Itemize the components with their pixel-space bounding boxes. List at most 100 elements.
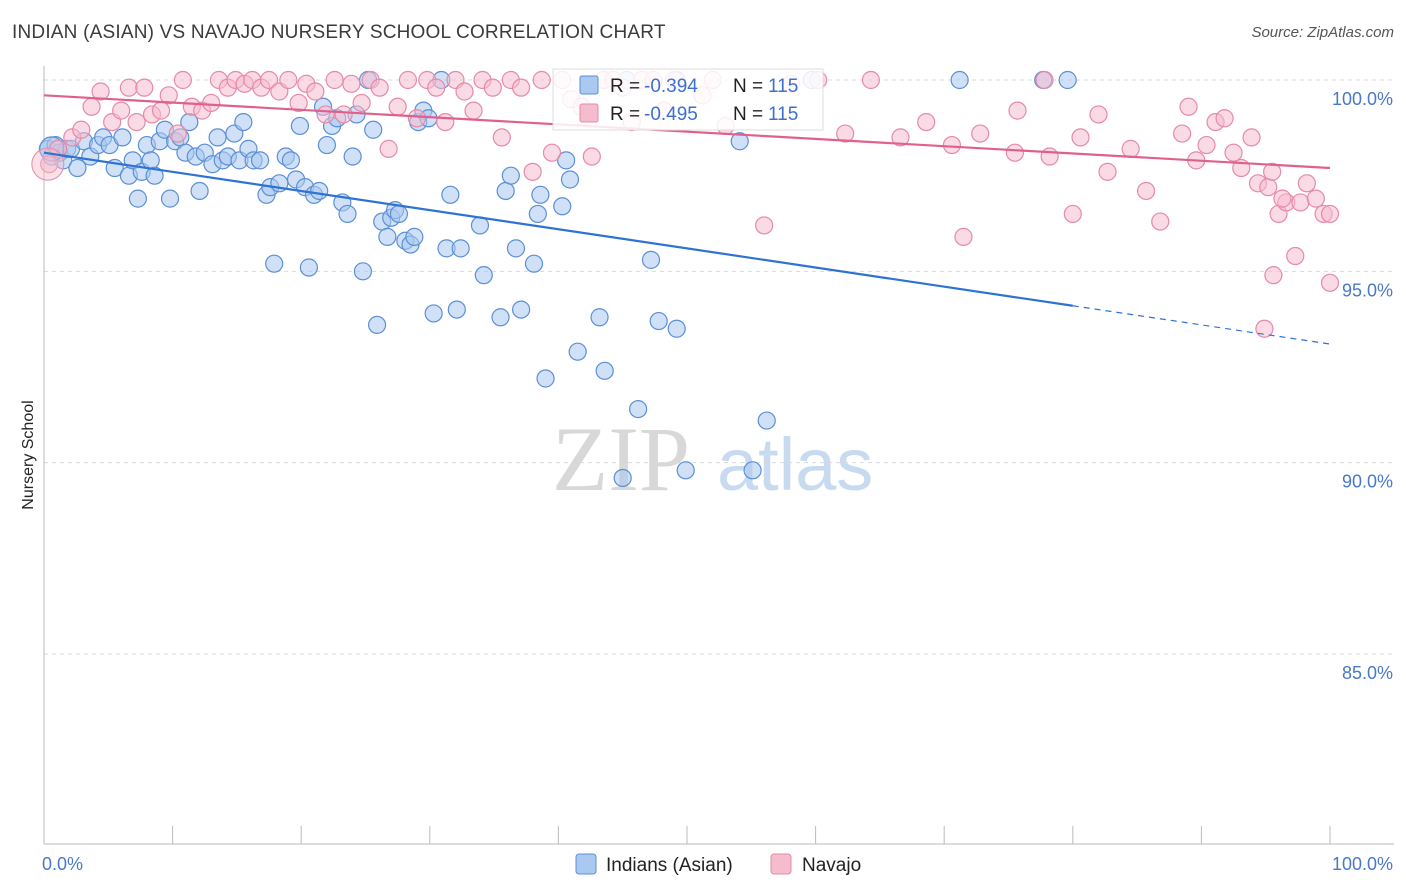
point-navajo: [1089, 105, 1108, 124]
point-indians-asian: [528, 204, 547, 224]
point-indians-asian: [553, 197, 572, 216]
point-indians-asian: [338, 204, 357, 224]
point-indians-asian: [447, 300, 466, 319]
point-indians-asian: [676, 461, 695, 480]
point-navajo: [891, 128, 910, 147]
point-indians-asian: [113, 128, 132, 147]
legend-r-label-2: R =: [610, 104, 640, 125]
point-navajo: [455, 82, 474, 101]
point-indians-asian: [441, 185, 460, 204]
point-indians-asian: [667, 319, 686, 338]
legend-label-indians-asian: Indians (Asian): [606, 855, 733, 876]
x-tick-max: 100.0%: [1332, 854, 1393, 874]
point-indians-asian: [491, 308, 510, 327]
point-navajo: [1320, 204, 1340, 224]
point-navajo: [1297, 174, 1316, 193]
legend-r-value-2: -0.495: [644, 104, 698, 125]
legend-n-value-1: 115: [768, 76, 798, 97]
point-indians-asian: [68, 158, 87, 178]
trend-line-indians-asian-extrapolated: [1072, 305, 1331, 345]
point-indians-asian: [512, 300, 531, 319]
point-navajo: [370, 78, 389, 97]
legend-r-label-1: R =: [610, 76, 640, 97]
legend-swatch-indians-asian: [575, 853, 597, 875]
watermark-atlas: atlas: [717, 423, 873, 506]
point-indians-asian: [557, 151, 576, 170]
point-indians-asian: [160, 189, 180, 208]
point-indians-asian: [145, 166, 164, 185]
point-navajo-cluster: [31, 147, 65, 181]
point-navajo: [755, 216, 774, 235]
point-navajo: [91, 82, 110, 101]
point-indians-asian: [234, 112, 253, 132]
point-navajo: [1255, 319, 1274, 338]
point-indians-asian: [757, 411, 776, 430]
axes: [43, 66, 1394, 845]
legend-n-value-2: 115: [768, 104, 798, 125]
trend-line-indians-asian: [43, 151, 1073, 307]
point-navajo: [1035, 70, 1054, 90]
source-label: Source: ZipAtlas.com: [1251, 24, 1394, 41]
point-indians-asian: [568, 342, 587, 361]
point-navajo: [334, 105, 353, 124]
point-indians-asian: [730, 132, 749, 151]
point-navajo: [1005, 143, 1025, 162]
y-tick-label: 85.0%: [1342, 663, 1393, 683]
point-navajo: [436, 112, 455, 132]
point-indians-asian: [299, 258, 319, 277]
watermark-zip: ZIP: [552, 408, 690, 510]
point-indians-asian: [531, 185, 550, 204]
y-tick-label: 100.0%: [1332, 89, 1393, 109]
legend-n-label-2: N =: [733, 104, 763, 125]
point-indians-asian: [536, 369, 555, 388]
point-navajo: [1286, 246, 1305, 266]
point-indians-asian: [405, 227, 424, 246]
point-navajo: [861, 70, 880, 90]
point-navajo: [306, 82, 325, 101]
point-indians-asian: [629, 399, 648, 419]
point-navajo: [582, 147, 601, 166]
point-navajo: [1071, 128, 1090, 147]
point-navajo: [512, 78, 531, 97]
y-tick-label: 95.0%: [1342, 280, 1393, 300]
point-navajo: [112, 101, 131, 120]
point-navajo: [1242, 128, 1261, 147]
point-indians-asian: [1058, 70, 1077, 90]
point-navajo: [72, 120, 91, 139]
point-navajo: [40, 155, 59, 174]
point-navajo: [1151, 212, 1170, 231]
point-indians-asian: [613, 468, 632, 488]
point-indians-asian: [367, 315, 387, 335]
point-navajo: [917, 112, 936, 132]
legend-n-label-1: N =: [733, 76, 763, 97]
point-navajo: [135, 78, 154, 97]
point-indians-asian: [560, 170, 580, 189]
point-navajo: [1224, 143, 1243, 162]
point-navajo: [316, 105, 335, 124]
point-navajo: [1008, 101, 1027, 120]
trend-line-navajo: [43, 94, 1331, 170]
point-indians-asian: [378, 227, 397, 246]
point-navajo: [1215, 109, 1234, 128]
point-navajo: [427, 78, 446, 97]
point-indians-asian: [128, 189, 147, 208]
point-navajo: [1263, 162, 1282, 181]
point-indians-asian: [496, 181, 515, 201]
point-navajo: [1173, 124, 1192, 143]
point-indians-asian: [290, 116, 310, 136]
point-indians-asian: [317, 135, 337, 155]
point-navajo: [1320, 273, 1340, 292]
point-navajo: [173, 70, 192, 90]
point-indians-asian: [506, 239, 526, 258]
point-navajo: [325, 70, 344, 90]
point-indians-asian: [590, 308, 609, 327]
point-navajo: [1306, 189, 1325, 208]
point-indians-asian: [281, 151, 301, 170]
point-navajo: [1137, 181, 1156, 201]
point-indians-asian: [343, 147, 362, 166]
point-navajo: [1273, 189, 1292, 208]
point-navajo: [1291, 193, 1310, 212]
point-navajo: [407, 109, 427, 128]
legend-swatch-blue: [579, 75, 599, 95]
